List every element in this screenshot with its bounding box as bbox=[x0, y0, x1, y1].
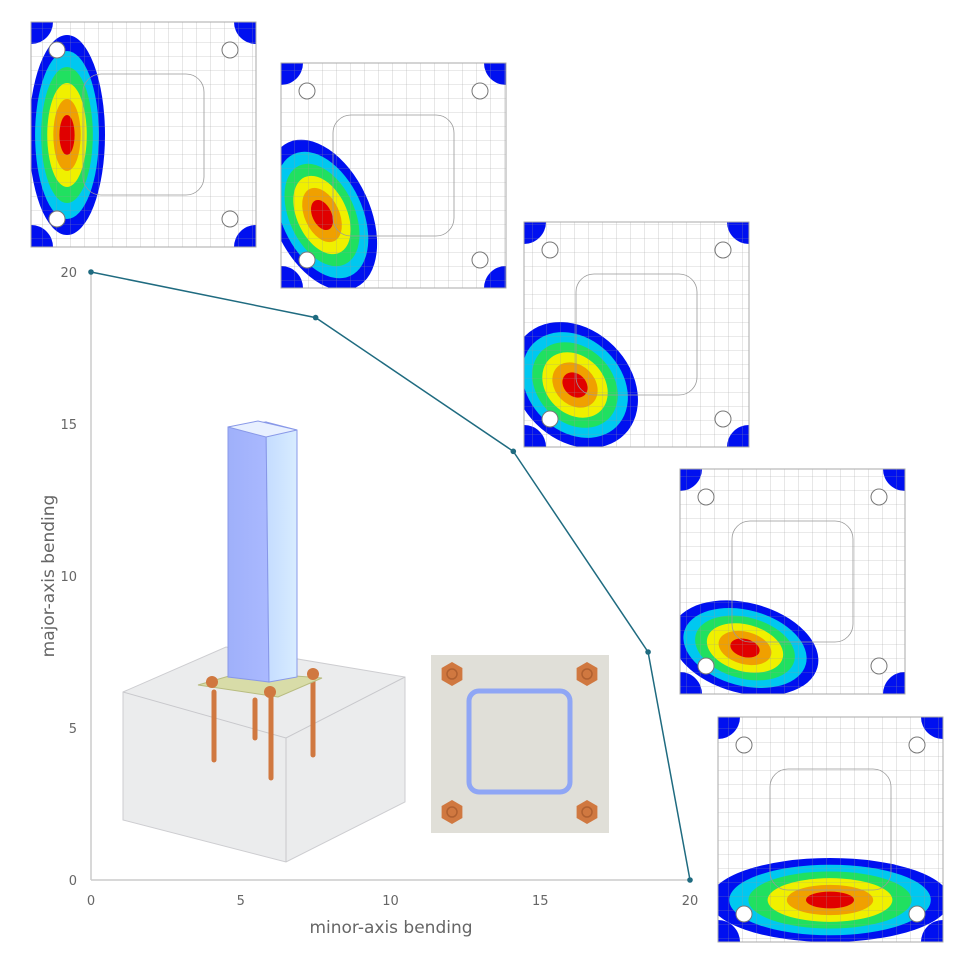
data-point bbox=[510, 448, 517, 455]
axes: 0 5 10 15 20 0 5 10 15 20 bbox=[60, 266, 698, 909]
column-base-3d-view bbox=[122, 420, 406, 863]
data-point bbox=[312, 314, 319, 321]
y-axis-label: major-axis bending bbox=[39, 495, 59, 658]
illustrations bbox=[122, 420, 609, 863]
bolt-icon bbox=[307, 668, 319, 680]
contour-panel bbox=[679, 468, 906, 695]
bolt-icon bbox=[576, 662, 598, 686]
bolt-hole-icon bbox=[735, 905, 753, 923]
bolt-hole-icon bbox=[714, 410, 732, 428]
contour-panel bbox=[523, 221, 750, 448]
bolt-hole-icon bbox=[870, 488, 888, 506]
bolt-hole-icon bbox=[298, 251, 316, 269]
data-point bbox=[687, 877, 693, 883]
bolt-hole-icon bbox=[735, 736, 753, 754]
y-tick-label: 0 bbox=[69, 874, 77, 889]
y-tick-label: 15 bbox=[60, 418, 77, 433]
contour-panels bbox=[30, 21, 944, 943]
bolt-hole-icon bbox=[908, 736, 926, 754]
x-tick-label: 20 bbox=[682, 894, 699, 909]
bolt-hole-icon bbox=[541, 410, 559, 428]
bolt-hole-icon bbox=[870, 657, 888, 675]
data-point bbox=[88, 269, 94, 275]
base-plate-top-view bbox=[431, 655, 609, 833]
bolt-hole-icon bbox=[471, 251, 489, 269]
bolt-icon bbox=[206, 676, 218, 688]
y-tick-label: 10 bbox=[60, 570, 77, 585]
bolt-hole-icon bbox=[697, 488, 715, 506]
bolt-hole-icon bbox=[714, 241, 732, 259]
bolt-icon bbox=[441, 800, 463, 824]
x-tick-label: 15 bbox=[532, 894, 549, 909]
data-point bbox=[645, 649, 651, 655]
x-axis-label: minor-axis bending bbox=[309, 918, 472, 938]
bolt-icon bbox=[441, 662, 463, 686]
bolt-hole-icon bbox=[48, 210, 66, 228]
bolt-hole-icon bbox=[298, 82, 316, 100]
bolt-hole-icon bbox=[908, 905, 926, 923]
bolt-hole-icon bbox=[471, 82, 489, 100]
y-tick-label: 5 bbox=[69, 722, 77, 737]
contour-panel bbox=[30, 21, 257, 248]
x-tick-label: 0 bbox=[87, 894, 95, 909]
bolt-icon bbox=[576, 800, 598, 824]
series bbox=[88, 269, 693, 883]
bolt-hole-icon bbox=[48, 41, 66, 59]
bolt-hole-icon bbox=[221, 210, 239, 228]
bolt-hole-icon bbox=[697, 657, 715, 675]
bolt-hole-icon bbox=[541, 241, 559, 259]
x-tick-label: 10 bbox=[382, 894, 399, 909]
bolt-icon bbox=[264, 686, 276, 698]
bolt-hole-icon bbox=[221, 41, 239, 59]
y-tick-label: 20 bbox=[60, 266, 77, 281]
contour-panel bbox=[280, 62, 507, 289]
x-tick-label: 5 bbox=[237, 894, 245, 909]
contour-panel bbox=[717, 716, 944, 943]
